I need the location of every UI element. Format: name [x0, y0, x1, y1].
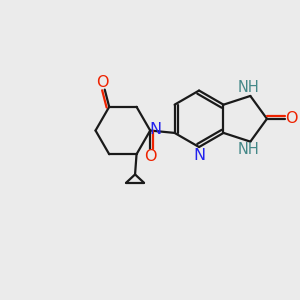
Text: O: O — [285, 111, 298, 126]
Text: O: O — [96, 75, 109, 90]
Text: NH: NH — [238, 142, 260, 158]
Text: N: N — [193, 148, 205, 163]
Text: O: O — [144, 148, 157, 164]
Text: NH: NH — [238, 80, 260, 95]
Text: N: N — [149, 122, 162, 136]
